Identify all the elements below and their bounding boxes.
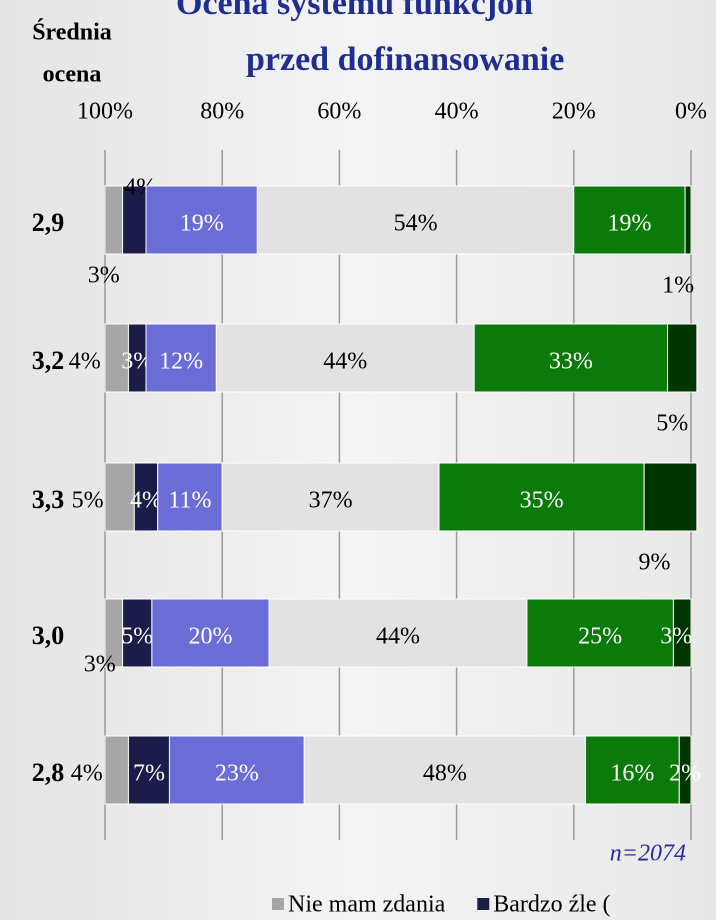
value-label: 4% xyxy=(69,349,101,375)
x-tick-label: 20% xyxy=(552,99,596,125)
value-label: 9% xyxy=(638,550,670,576)
bar-segment xyxy=(157,462,223,532)
bar-segment xyxy=(127,735,170,805)
avg-header: Średnia xyxy=(32,19,112,46)
bar-segment xyxy=(168,735,305,805)
value-label: 3% xyxy=(88,263,120,289)
avg-header: ocena xyxy=(43,62,102,88)
bar-segment xyxy=(104,735,129,805)
bar-segment xyxy=(585,735,680,805)
bar-segment xyxy=(573,185,686,255)
value-label: 4% xyxy=(130,488,162,514)
avg-value: 3,3 xyxy=(32,485,65,514)
x-tick-label: 80% xyxy=(200,99,244,125)
value-label: 44% xyxy=(376,624,420,650)
value-label: 37% xyxy=(309,488,353,514)
x-tick-label: 0% xyxy=(675,99,707,125)
bar-segment xyxy=(104,462,135,532)
x-tick-label: 40% xyxy=(435,99,479,125)
bar-segment xyxy=(473,323,669,393)
x-tick-label: 100% xyxy=(77,99,133,125)
bar-segment xyxy=(678,735,692,805)
legend-label: Nie mam zdania xyxy=(288,892,446,918)
value-label: 35% xyxy=(520,488,564,514)
value-label: 54% xyxy=(394,211,438,237)
value-label: 19% xyxy=(180,211,224,237)
value-label: 5% xyxy=(72,488,104,514)
value-label: 7% xyxy=(133,761,165,787)
bar-segment xyxy=(672,598,692,668)
bar-segment xyxy=(438,462,645,532)
bar-segment xyxy=(151,598,270,668)
note: n=2074 xyxy=(610,841,686,867)
bar-segment xyxy=(643,462,698,532)
avg-value: 2,9 xyxy=(32,208,65,237)
bar-segment xyxy=(268,598,528,668)
legend-swatch xyxy=(272,898,284,910)
avg-value: 2,8 xyxy=(32,758,65,787)
value-label: 5% xyxy=(121,624,153,650)
legend-label: Bardzo źle ( xyxy=(493,892,610,918)
bar-segment xyxy=(526,598,674,668)
value-label: 12% xyxy=(159,349,203,375)
bar-segment xyxy=(145,323,217,393)
value-label: 1% xyxy=(662,273,694,299)
value-label: 19% xyxy=(607,211,651,237)
chart-title: przed dofinansowanie xyxy=(246,41,564,78)
legend-swatch xyxy=(477,898,490,910)
value-label: 16% xyxy=(610,761,654,787)
value-label: 3% xyxy=(660,624,692,650)
avg-value: 3,2 xyxy=(32,346,65,375)
value-label: 44% xyxy=(323,349,367,375)
bar-segment xyxy=(684,185,692,255)
value-label: 48% xyxy=(423,761,467,787)
bar-segment xyxy=(303,735,587,805)
x-tick-label: 60% xyxy=(317,99,361,125)
value-label: 5% xyxy=(656,411,688,437)
bar-segment xyxy=(667,323,698,393)
chart-title: Ocena systemu funkcjon xyxy=(176,0,533,22)
value-label: 25% xyxy=(578,624,622,650)
bar-segment xyxy=(221,462,440,532)
bar-segment xyxy=(104,185,124,255)
value-label: 11% xyxy=(168,488,211,514)
bar-segment xyxy=(145,185,258,255)
value-label: 3% xyxy=(84,652,116,678)
value-label: 33% xyxy=(549,349,593,375)
avg-value: 3,0 xyxy=(32,621,65,650)
value-label: 2% xyxy=(669,761,701,787)
value-label: 4% xyxy=(71,761,103,787)
value-label: 20% xyxy=(188,624,232,650)
value-label: 23% xyxy=(215,761,259,787)
